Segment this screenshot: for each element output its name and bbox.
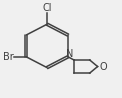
Text: O: O xyxy=(99,62,107,72)
Text: Cl: Cl xyxy=(42,3,52,13)
Text: Br: Br xyxy=(3,52,13,62)
Text: N: N xyxy=(66,49,73,59)
